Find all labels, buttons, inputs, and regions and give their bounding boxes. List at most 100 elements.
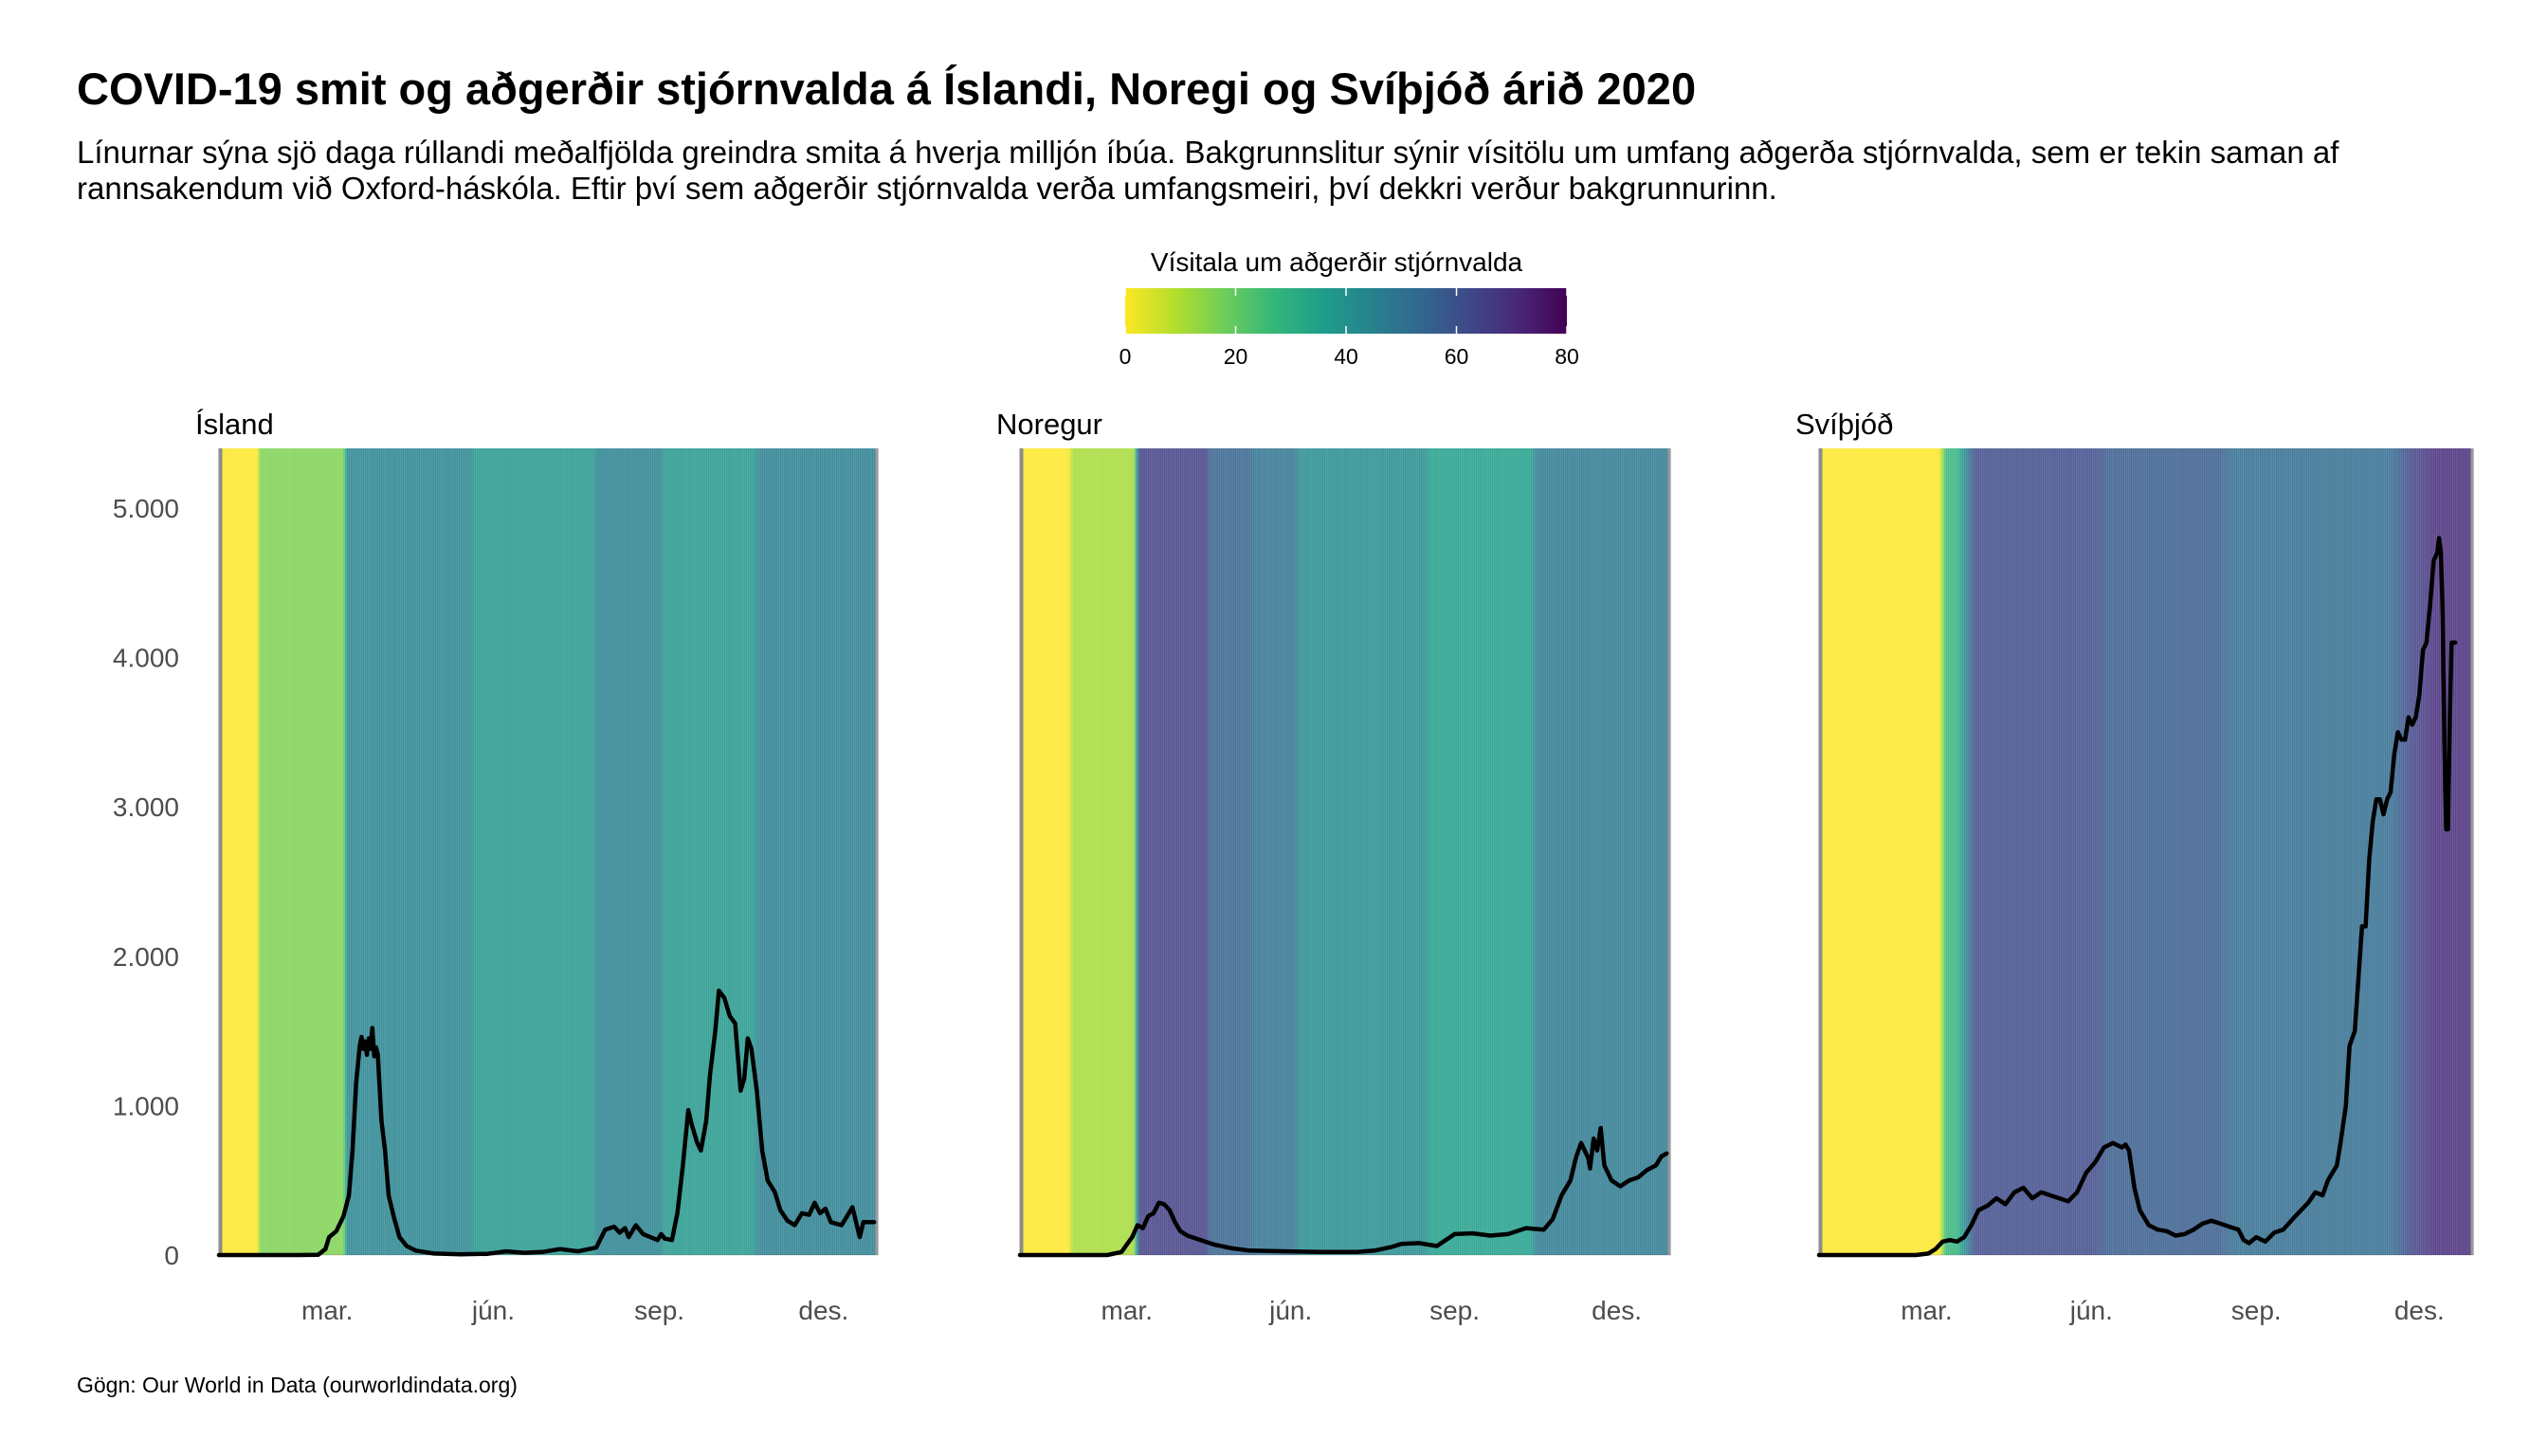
stringency-day: [782, 448, 785, 1255]
stringency-day: [1499, 448, 1502, 1255]
stringency-day: [1150, 448, 1153, 1255]
stringency-day: [599, 448, 603, 1255]
stringency-day: [1842, 448, 1846, 1255]
stringency-day: [1255, 448, 1258, 1255]
stringency-day: [347, 448, 350, 1255]
stringency-day: [592, 448, 595, 1255]
stringency-day: [1950, 448, 1953, 1255]
stringency-day: [1983, 448, 1987, 1255]
stringency-day: [2448, 448, 2451, 1255]
stringency-day: [1582, 448, 1586, 1255]
stringency-day: [1288, 448, 1292, 1255]
stringency-day: [791, 448, 794, 1255]
stringency-day: [1829, 448, 1832, 1255]
stringency-day: [1486, 448, 1489, 1255]
stringency-day: [1322, 448, 1325, 1255]
stringency-day: [2051, 448, 2055, 1255]
stringency-day: [2464, 448, 2467, 1255]
stringency-day: [1982, 448, 1985, 1255]
stringency-day: [2188, 448, 2191, 1255]
stringency-day: [1246, 448, 1249, 1255]
stringency-day: [2156, 448, 2158, 1255]
stringency-day: [2174, 448, 2176, 1255]
stringency-day: [702, 448, 705, 1255]
stringency-day: [1028, 448, 1031, 1255]
stringency-day: [2210, 448, 2212, 1255]
stringency-day: [2204, 448, 2207, 1255]
chart-title: COVID-19 smit og aðgerðir stjórnvalda á …: [77, 64, 1697, 114]
stringency-day: [612, 448, 615, 1255]
stringency-day: [605, 448, 608, 1255]
stringency-day: [535, 448, 537, 1255]
stringency-day: [1408, 448, 1411, 1255]
stringency-day: [337, 448, 341, 1255]
stringency-day: [533, 448, 536, 1255]
stringency-day: [1537, 448, 1539, 1255]
stringency-day: [2211, 448, 2214, 1255]
stringency-day: [305, 448, 308, 1255]
stringency-day: [1306, 448, 1310, 1255]
stringency-day: [1828, 448, 1830, 1255]
stringency-day: [1479, 448, 1483, 1255]
stringency-day: [704, 448, 707, 1255]
stringency-day: [309, 448, 312, 1255]
stringency-day: [2180, 448, 2184, 1255]
stringency-day: [428, 448, 431, 1255]
stringency-day: [501, 448, 505, 1255]
stringency-background: [219, 448, 879, 1255]
stringency-day: [1383, 448, 1386, 1255]
stringency-day: [1886, 448, 1890, 1255]
stringency-day: [260, 448, 264, 1255]
stringency-day: [1160, 448, 1163, 1255]
stringency-day: [726, 448, 729, 1255]
stringency-day: [303, 448, 306, 1255]
stringency-day: [1916, 448, 1919, 1255]
stringency-day: [495, 448, 498, 1255]
stringency-day: [1144, 448, 1148, 1255]
stringency-day: [708, 448, 711, 1255]
stringency-day: [2451, 448, 2454, 1255]
stringency-day: [1640, 448, 1643, 1255]
stringency-day: [751, 448, 755, 1255]
stringency-day: [2250, 448, 2254, 1255]
stringency-day: [339, 448, 343, 1255]
stringency-day: [800, 448, 803, 1255]
stringency-day: [1034, 448, 1037, 1255]
stringency-day: [2417, 448, 2420, 1255]
stringency-day: [1538, 448, 1541, 1255]
stringency-day: [357, 448, 361, 1255]
stringency-day: [1083, 448, 1087, 1255]
stringency-day: [762, 448, 765, 1255]
stringency-day: [1256, 448, 1260, 1255]
stringency-day: [1474, 448, 1477, 1255]
stringency-day: [1884, 448, 1886, 1255]
stringency-day: [2079, 448, 2082, 1255]
stringency-day: [1365, 448, 1369, 1255]
x-tick-label: mar.: [1101, 1296, 1153, 1325]
stringency-day: [1882, 448, 1884, 1255]
stringency-day: [2340, 448, 2343, 1255]
stringency-day: [332, 448, 336, 1255]
stringency-day: [2141, 448, 2144, 1255]
stringency-day: [1919, 448, 1922, 1255]
stringency-day: [1055, 448, 1059, 1255]
stringency-day: [614, 448, 617, 1255]
stringency-day: [2059, 448, 2062, 1255]
stringency-day: [1924, 448, 1928, 1255]
stringency-day: [325, 448, 328, 1255]
stringency-day: [233, 448, 236, 1255]
stringency-day: [1960, 448, 1963, 1255]
stringency-day: [1059, 448, 1062, 1255]
stringency-day: [583, 448, 587, 1255]
stringency-day: [760, 448, 763, 1255]
stringency-day: [671, 448, 675, 1255]
stringency-day: [1634, 448, 1637, 1255]
stringency-day: [1942, 448, 1945, 1255]
stringency-day: [345, 448, 348, 1255]
stringency-day: [1340, 448, 1343, 1255]
stringency-day: [666, 448, 669, 1255]
stringency-day: [706, 448, 709, 1255]
stringency-day: [1575, 448, 1578, 1255]
stringency-day: [2383, 448, 2386, 1255]
stringency-day: [1039, 448, 1043, 1255]
